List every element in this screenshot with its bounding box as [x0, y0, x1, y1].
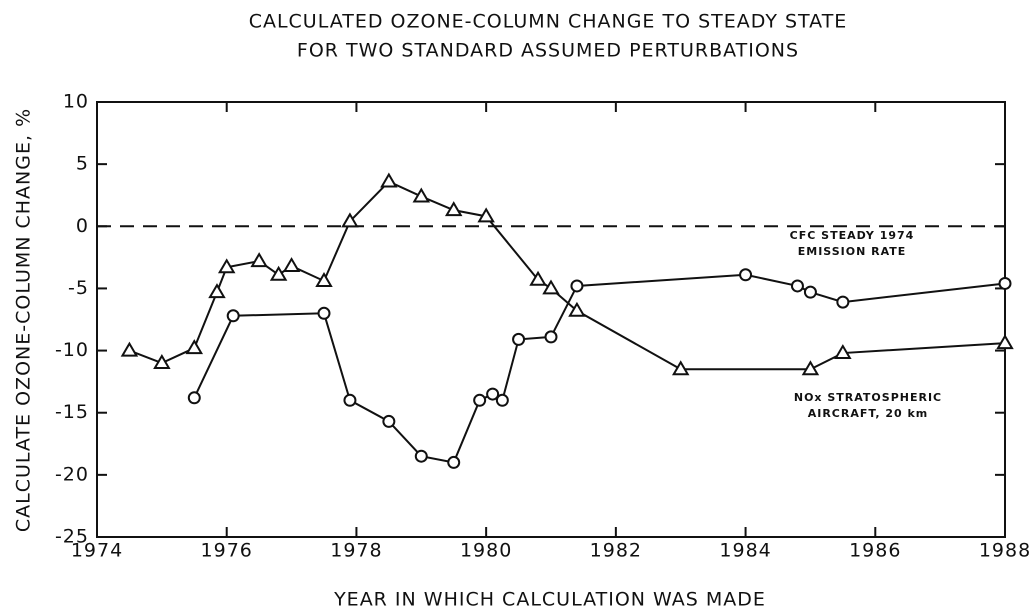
y-tick-label: 5	[76, 153, 89, 175]
y-axis-label: CALCULATE OZONE-COLUMN CHANGE, %	[13, 108, 35, 532]
triangle-marker	[834, 344, 852, 360]
triangle-marker	[671, 360, 690, 376]
triangle-marker	[380, 172, 398, 188]
circle-marker	[486, 387, 500, 401]
triangle-marker	[444, 201, 463, 217]
triangle-marker	[542, 279, 560, 295]
triangle-marker	[250, 252, 268, 268]
triangle-marker	[412, 187, 431, 203]
x-tick-label: 1988	[979, 540, 1031, 562]
chart-title: CALCULATED OZONE-COLUMN CHANGE TO STEADY…	[249, 11, 848, 33]
circle-marker	[473, 393, 487, 407]
y-tick-label: -25	[55, 526, 89, 548]
y-tick-label: -10	[55, 339, 89, 361]
x-axis-label: YEAR IN WHICH CALCULATION WAS MADE	[333, 589, 766, 611]
circle-marker	[544, 330, 558, 344]
y-tick-label: 10	[63, 91, 89, 113]
triangle-marker	[269, 265, 288, 281]
circle-marker	[570, 279, 584, 293]
circle-marker	[226, 309, 240, 323]
circle-marker	[739, 268, 753, 282]
triangle-marker	[996, 334, 1014, 350]
triangle-marker	[477, 207, 495, 223]
series-line	[193, 273, 1006, 464]
triangle-marker	[568, 301, 586, 317]
circle-marker	[343, 393, 357, 407]
circle-marker	[414, 449, 428, 463]
circle-marker	[790, 279, 804, 293]
circle-marker	[495, 393, 509, 407]
x-tick-label: 1974	[71, 540, 123, 562]
x-tick-label: 1978	[330, 540, 382, 562]
x-tick-label: 1976	[201, 540, 253, 562]
triangle-marker	[185, 339, 204, 355]
y-tick-label: -20	[55, 463, 89, 485]
series-line	[129, 180, 1006, 371]
y-tick-label: 0	[76, 215, 89, 237]
circle-marker	[317, 306, 331, 320]
y-tick-label: -15	[55, 401, 89, 423]
circle-marker	[382, 414, 396, 428]
triangle-marker	[801, 360, 820, 376]
circle-marker	[512, 332, 526, 346]
series-label: CFC STEADY 1974	[790, 229, 915, 242]
triangle-marker	[208, 283, 226, 299]
chart-title: FOR TWO STANDARD ASSUMED PERTURBATIONS	[297, 40, 799, 62]
triangle-marker	[529, 270, 547, 286]
series-label: NOx STRATOSPHERIC	[794, 391, 942, 404]
circle-marker	[187, 391, 201, 405]
circle-marker	[998, 276, 1012, 290]
x-tick-label: 1984	[719, 540, 771, 562]
triangle-marker	[153, 354, 171, 369]
circle-marker	[447, 455, 461, 469]
x-tick-label: 1980	[460, 540, 512, 562]
circle-marker	[803, 285, 817, 299]
series-label: EMISSION RATE	[798, 245, 907, 258]
series-label: AIRCRAFT, 20 km	[808, 407, 929, 420]
x-tick-label: 1982	[590, 540, 642, 562]
triangle-marker	[217, 258, 236, 274]
circle-marker	[836, 295, 850, 309]
plot-frame	[96, 101, 1006, 538]
triangle-marker	[120, 341, 139, 357]
triangle-marker	[282, 257, 301, 273]
triangle-marker	[341, 212, 359, 228]
x-tick-label: 1986	[849, 540, 901, 562]
y-tick-label: -5	[68, 277, 89, 299]
triangle-marker	[315, 271, 333, 287]
